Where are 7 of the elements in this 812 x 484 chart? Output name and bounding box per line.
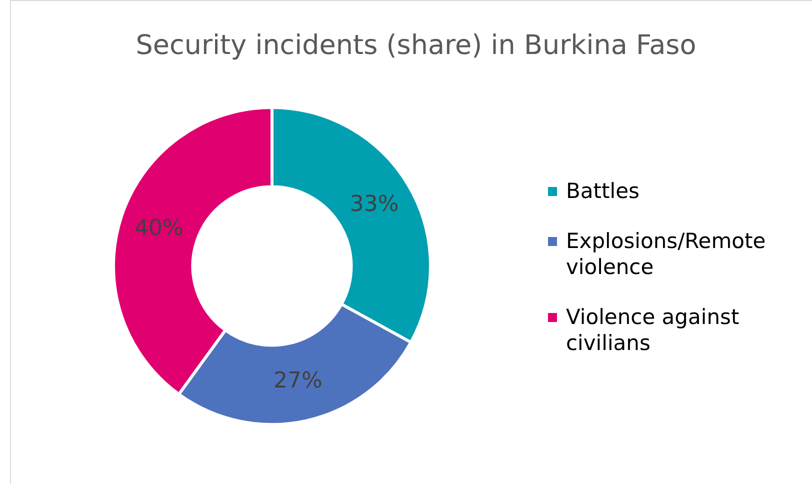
data-label: 40%: [134, 216, 184, 241]
chart-title: Security incidents (share) in Burkina Faso: [134, 30, 698, 61]
data-label: 27%: [273, 368, 322, 394]
legend-label: Violence against civilians: [566, 304, 740, 356]
data-label: 33%: [350, 192, 399, 218]
legend-label: Battles: [566, 178, 640, 204]
legend-label: Explosions/Remote violence: [566, 228, 767, 280]
